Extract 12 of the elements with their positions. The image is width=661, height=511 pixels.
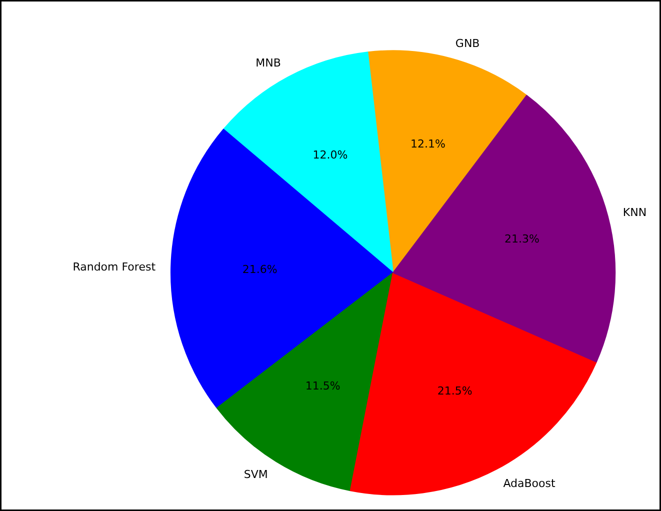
- data-label: 21.5%: [437, 384, 472, 398]
- data-label: 12.1%: [410, 138, 446, 151]
- slice-label: SVM: [244, 468, 268, 482]
- slice-label: AdaBoost: [503, 476, 556, 490]
- slice-label: GNB: [455, 36, 480, 50]
- slice-label: Random Forest: [72, 260, 156, 274]
- slice-label: KNN: [622, 206, 647, 220]
- data-label: 12.0%: [312, 148, 348, 162]
- data-label: 21.6%: [242, 263, 278, 276]
- data-label: 21.3%: [504, 232, 540, 246]
- slice-label: MNB: [256, 56, 281, 70]
- data-label: 11.5%: [305, 379, 340, 392]
